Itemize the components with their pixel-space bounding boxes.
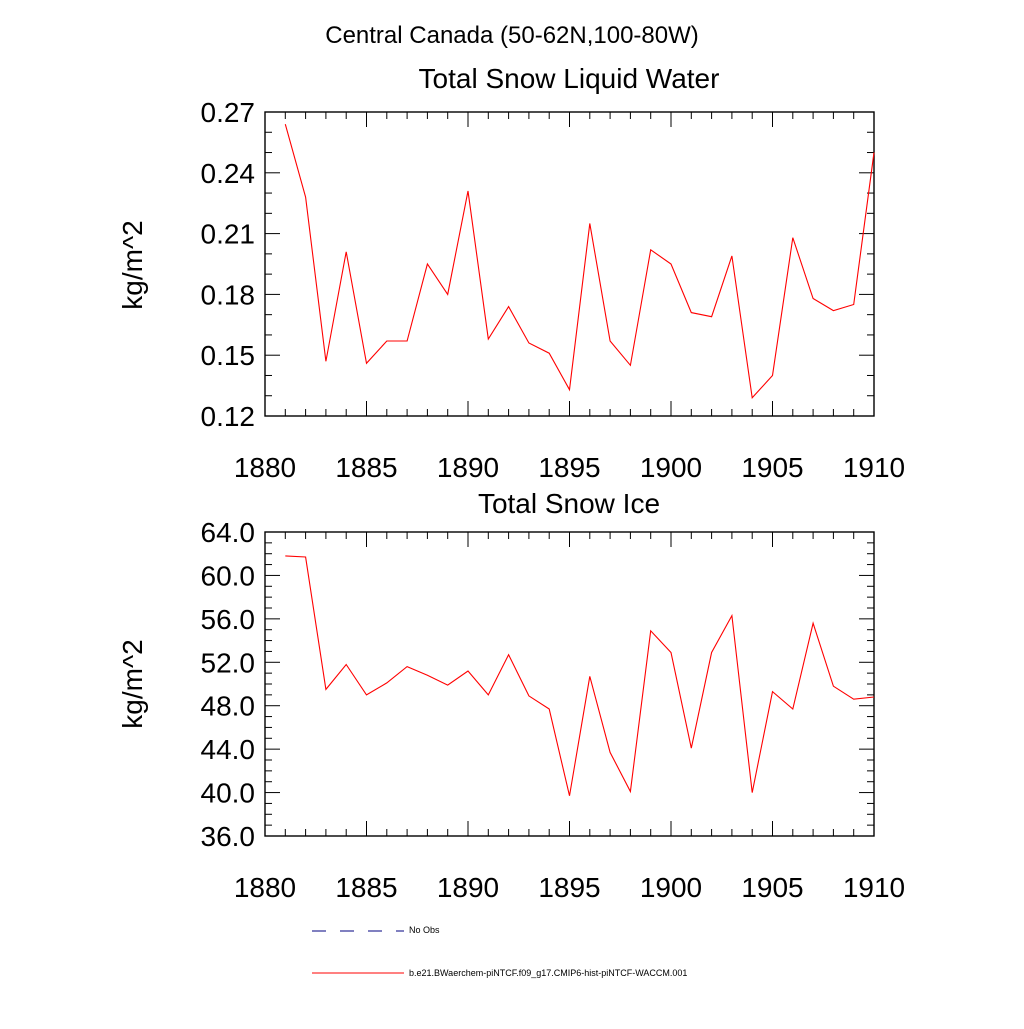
series-line [285,555,875,796]
figure-main-title: Central Canada (50-62N,100-80W) [325,22,699,49]
y-axis-label: kg/m^2 [117,220,148,309]
y-tick-label: 0.24 [201,158,256,189]
y-tick-labels: 36.0 40.0 44.0 48.0 52.0 56.0 60.0 64.0 [201,517,256,852]
x-tick-label: 1910 [843,452,905,483]
axis-ticks [264,111,875,417]
x-tick-label: 1900 [640,872,702,903]
series-line [284,124,875,400]
x-tick-label: 1890 [437,872,499,903]
y-tick-label: 40.0 [201,778,256,809]
y-tick-label: 0.18 [201,279,256,310]
y-tick-label: 60.0 [201,560,256,591]
x-tick-label: 1885 [335,452,397,483]
chart-panel-snow-ice: Total Snow Ice kg/m^2 36.0 40.0 44.0 48.0 52… [117,488,905,903]
x-tick-label: 1880 [234,452,296,483]
x-tick-label: 1910 [843,872,905,903]
axis-ticks [264,531,875,837]
x-tick-label: 1900 [640,452,702,483]
y-tick-label: 0.12 [201,401,256,432]
y-tick-labels: 0.12 0.15 0.18 0.21 0.24 0.27 [201,97,256,432]
y-axis-label: kg/m^2 [117,639,148,728]
x-tick-label: 1895 [538,452,600,483]
chart-panel-snow-liquid-water: Total Snow Liquid Water kg/m^2 0.120.150… [117,63,905,483]
series-group [284,124,875,400]
legend: No Obs b.e21.BWaerchem-piNTCF.f09_g17.CM… [312,925,687,978]
x-tick-label: 1905 [741,452,803,483]
y-tick-label: 48.0 [201,691,256,722]
legend-label-model: b.e21.BWaerchem-piNTCF.f09_g17.CMIP6-his… [409,968,687,978]
y-tick-label: 52.0 [201,647,256,678]
series-group [285,555,875,796]
x-tick-label: 1895 [538,872,600,903]
y-tick-label: 0.15 [201,340,256,371]
x-tick-labels: 1880 1885 1890 1895 1900 1905 1910 [234,872,905,903]
legend-label-no-obs: No Obs [409,925,440,935]
x-tick-labels: 1880 1885 1890 1895 1900 1905 1910 [234,452,905,483]
plot-frame [264,531,875,837]
y-tick-label: 0.27 [201,97,256,128]
y-tick-label: 44.0 [201,734,256,765]
y-tick-label: 36.0 [201,821,256,852]
x-tick-label: 1885 [335,872,397,903]
y-tick-label: 0.21 [201,219,256,250]
x-tick-label: 1880 [234,872,296,903]
y-tick-label: 56.0 [201,604,256,635]
x-tick-label: 1905 [741,872,803,903]
y-tick-label: 64.0 [201,517,256,548]
chart-title: Total Snow Ice [478,488,660,519]
chart-title: Total Snow Liquid Water [419,63,720,94]
plot-frame [264,111,875,417]
x-tick-label: 1890 [437,452,499,483]
